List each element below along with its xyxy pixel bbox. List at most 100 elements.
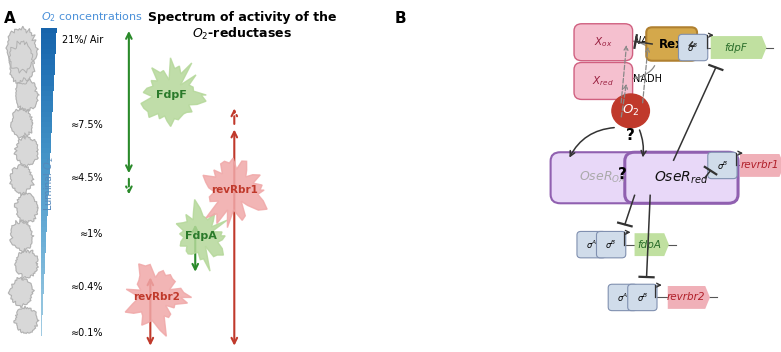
- Bar: [41, 216, 47, 221]
- Bar: [41, 284, 44, 289]
- Bar: [41, 133, 52, 138]
- FancyArrow shape: [740, 154, 781, 177]
- Bar: [41, 263, 45, 268]
- Text: 21%/ Air: 21%/ Air: [62, 36, 103, 45]
- FancyBboxPatch shape: [597, 232, 626, 258]
- Text: $\sigma^{B}$: $\sigma^{B}$: [605, 238, 617, 251]
- FancyArrow shape: [668, 286, 710, 309]
- Bar: [41, 122, 52, 127]
- Bar: [41, 96, 53, 101]
- Bar: [41, 279, 44, 284]
- Polygon shape: [15, 192, 38, 223]
- Bar: [41, 117, 52, 122]
- Bar: [41, 59, 55, 65]
- Bar: [41, 138, 52, 143]
- Text: revRbr1: revRbr1: [211, 185, 258, 195]
- FancyBboxPatch shape: [679, 34, 708, 61]
- Bar: [41, 206, 48, 211]
- FancyBboxPatch shape: [708, 152, 737, 178]
- Bar: [41, 300, 43, 305]
- Text: ≈7.5%: ≈7.5%: [71, 120, 103, 130]
- Bar: [41, 201, 48, 206]
- Bar: [41, 80, 54, 86]
- FancyBboxPatch shape: [574, 24, 633, 61]
- Bar: [41, 294, 44, 300]
- Bar: [41, 86, 54, 91]
- Bar: [41, 253, 45, 258]
- Text: Luminal $O_2$: Luminal $O_2$: [42, 156, 55, 210]
- Text: $O_2$: $O_2$: [622, 103, 640, 118]
- Bar: [41, 190, 48, 195]
- Bar: [41, 169, 50, 174]
- Bar: [41, 274, 45, 279]
- Circle shape: [612, 94, 650, 128]
- Bar: [41, 321, 42, 326]
- FancyArrow shape: [634, 233, 669, 256]
- Polygon shape: [10, 165, 34, 195]
- Bar: [41, 106, 52, 112]
- Bar: [41, 159, 50, 164]
- Bar: [41, 39, 56, 44]
- Text: ≈0.4%: ≈0.4%: [71, 282, 103, 292]
- Bar: [41, 33, 56, 39]
- Bar: [41, 211, 48, 216]
- FancyArrow shape: [711, 36, 767, 59]
- FancyBboxPatch shape: [628, 284, 657, 310]
- Text: ?: ?: [626, 128, 635, 143]
- Text: revrbr1: revrbr1: [740, 161, 779, 170]
- Polygon shape: [15, 249, 38, 280]
- Polygon shape: [177, 200, 227, 271]
- Bar: [41, 180, 49, 185]
- Bar: [41, 153, 50, 159]
- Text: $NAD^+$: $NAD^+$: [633, 34, 663, 47]
- Bar: [41, 237, 46, 242]
- Bar: [41, 70, 55, 75]
- Bar: [41, 148, 51, 153]
- Bar: [41, 65, 55, 70]
- Text: $\sigma^{B}$: $\sigma^{B}$: [717, 159, 728, 172]
- FancyBboxPatch shape: [608, 284, 637, 310]
- Text: $OseR_{OX}$: $OseR_{OX}$: [580, 170, 627, 185]
- Polygon shape: [10, 220, 34, 252]
- Bar: [41, 174, 49, 180]
- Text: fdpF: fdpF: [725, 43, 747, 52]
- Polygon shape: [16, 78, 39, 112]
- Text: $X_{ox}$: $X_{ox}$: [594, 35, 612, 49]
- Bar: [41, 54, 55, 59]
- Text: $\sigma^{A}$: $\sigma^{A}$: [617, 291, 629, 304]
- Text: $\sigma^{B}$: $\sigma^{B}$: [637, 291, 648, 304]
- Bar: [41, 164, 50, 169]
- Text: $\sigma^{A}$: $\sigma^{A}$: [586, 238, 597, 251]
- FancyBboxPatch shape: [574, 63, 633, 99]
- Bar: [41, 185, 48, 190]
- Text: B: B: [394, 11, 406, 26]
- Polygon shape: [9, 277, 34, 308]
- Text: A: A: [4, 11, 16, 26]
- Text: ≈1%: ≈1%: [80, 229, 103, 239]
- Polygon shape: [203, 158, 267, 228]
- Text: NADH: NADH: [633, 74, 662, 84]
- FancyBboxPatch shape: [577, 232, 606, 258]
- Bar: [41, 227, 47, 232]
- Text: Spectrum of activity of the
$O_2$-reductases: Spectrum of activity of the $O_2$-reduct…: [148, 11, 337, 42]
- FancyBboxPatch shape: [551, 152, 656, 203]
- Text: ≈0.1%: ≈0.1%: [71, 328, 103, 338]
- Bar: [41, 91, 53, 96]
- Bar: [41, 289, 44, 294]
- Bar: [41, 221, 47, 227]
- Text: ?: ?: [619, 167, 627, 182]
- Text: $X_{red}$: $X_{red}$: [593, 74, 614, 88]
- Bar: [41, 143, 51, 148]
- Polygon shape: [125, 264, 191, 336]
- Polygon shape: [6, 26, 38, 73]
- Polygon shape: [9, 41, 34, 84]
- Bar: [41, 242, 46, 247]
- Bar: [41, 305, 43, 310]
- Bar: [41, 315, 42, 321]
- FancyBboxPatch shape: [625, 152, 738, 203]
- Polygon shape: [14, 306, 39, 333]
- Bar: [41, 258, 45, 263]
- Polygon shape: [14, 135, 38, 168]
- Bar: [41, 101, 53, 106]
- Text: revrbr2: revrbr2: [667, 293, 705, 302]
